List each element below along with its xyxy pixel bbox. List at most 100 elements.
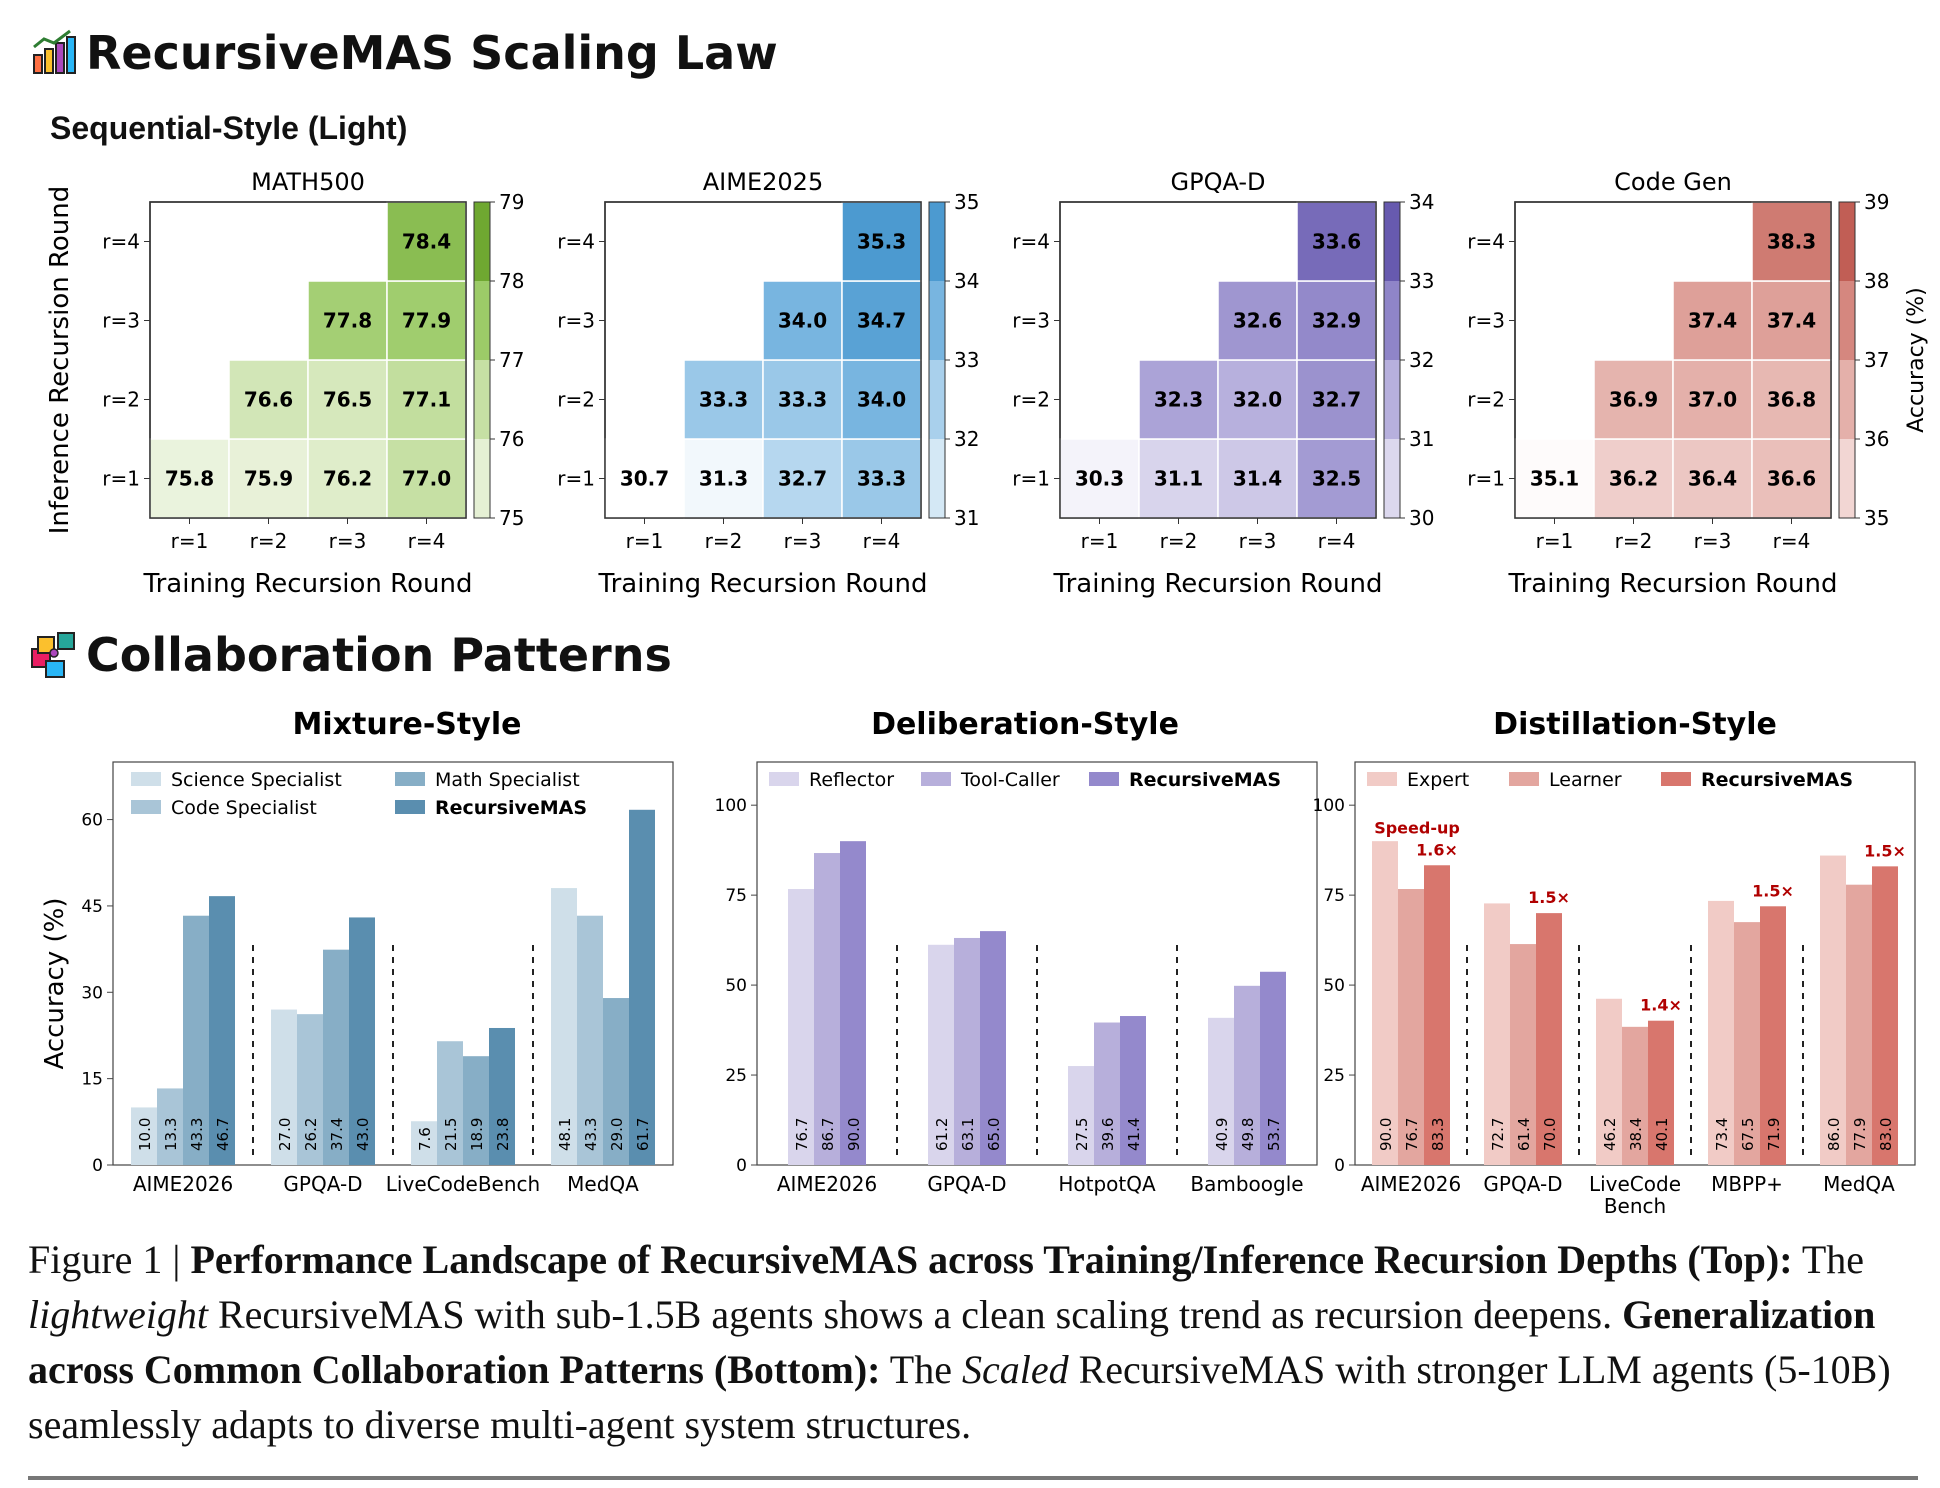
x-tick-label: r=1 (626, 529, 664, 553)
heatmap-border (149, 201, 467, 519)
puzzle-icon (30, 631, 78, 679)
bar (1734, 922, 1760, 1165)
bar-value-label: 23.8 (494, 1118, 512, 1151)
bar-chart-1: Deliberation-Style 0 25 50 75 100 76.7 86.7 90.0… (715, 707, 1318, 1196)
heatmap-cell-label: 33.3 (699, 388, 748, 412)
bar (1510, 944, 1536, 1165)
category-label: AIME2026 (133, 1172, 233, 1196)
bar-value-label: 10.0 (136, 1118, 154, 1151)
category-label: GPQA-D (927, 1172, 1006, 1196)
bar (928, 944, 954, 1165)
bar (1872, 866, 1898, 1165)
y-tick-label: r=4 (102, 230, 140, 254)
caption-italic-2: Scaled (961, 1347, 1069, 1392)
bar (629, 809, 655, 1165)
heatmap-cell-label: 77.1 (402, 388, 451, 412)
heatmap-cell (1138, 438, 1219, 519)
y-tick-label: 25 (1323, 1066, 1345, 1086)
heatmap-cell-label: 36.9 (1609, 388, 1658, 412)
y-tick-label: 100 (715, 796, 747, 816)
y-tick-label: 75 (1323, 886, 1345, 906)
bar (1846, 884, 1872, 1165)
colorbar-tick-label: 75 (499, 506, 524, 530)
y-tick-label: 15 (81, 1070, 103, 1090)
legend-label: Tool-Caller (960, 769, 1060, 791)
y-tick-label: r=4 (557, 230, 595, 254)
bar-value-label: 67.5 (1739, 1118, 1757, 1151)
bar-value-label: 63.1 (959, 1118, 977, 1151)
bar-value-label: 40.1 (1653, 1118, 1671, 1151)
heatmap-cell (1672, 438, 1753, 519)
x-tick-label: r=2 (1160, 529, 1198, 553)
x-tick-label: r=3 (1694, 529, 1732, 553)
heatmap-0: MATH500 75.8 75.9 76.2 77.0 76.6 76.5 77.1 77.8 7… (45, 168, 524, 599)
caption-italic-1: lightweight (28, 1292, 208, 1337)
x-tick-label: r=4 (408, 529, 446, 553)
heatmap-cell-label: 34.0 (857, 388, 906, 412)
bar-value-label: 77.9 (1851, 1118, 1869, 1151)
bar (157, 1088, 183, 1165)
colorbar-tick-label: 79 (499, 190, 524, 214)
y-tick-label: 100 (1313, 796, 1345, 816)
heatmap-cell-label: 32.3 (1154, 388, 1203, 412)
colorbar-segment (1384, 439, 1400, 518)
y-axis-label: Inference Recursion Round (45, 186, 75, 535)
heatmap-panel: MATH500 75.8 75.9 76.2 77.0 76.6 76.5 77.1 77.8 7… (45, 168, 1929, 599)
plot-frame (112, 761, 674, 1166)
legend-swatch (1089, 772, 1119, 786)
heatmap-cell (604, 438, 685, 519)
caption-bold-1: Performance Landscape of RecursiveMAS ac… (190, 1237, 1793, 1282)
sequential-style-label: Sequential-Style (Light) (50, 110, 408, 146)
bar-value-label: 46.2 (1601, 1118, 1619, 1151)
bar-value-label: 27.5 (1073, 1118, 1091, 1151)
heatmap-cell (386, 359, 467, 440)
heatmap-cell (386, 280, 467, 361)
bar-value-label: 76.7 (1403, 1118, 1421, 1151)
bar (411, 1121, 437, 1165)
category-label: LiveCode (1589, 1172, 1681, 1196)
colorbar-tick-label: 33 (954, 348, 979, 372)
colorbar-tick-label: 34 (954, 269, 979, 293)
heatmap-cell-label: 38.3 (1767, 230, 1816, 254)
colorbar-tick-label: 31 (1409, 427, 1434, 451)
bar (1484, 903, 1510, 1165)
y-tick-label: r=4 (1467, 230, 1505, 254)
colorbar-tick-label: 35 (1864, 506, 1889, 530)
colorbar-tick-label: 34 (1409, 190, 1434, 214)
heatmap-cell (1751, 201, 1832, 282)
legend-label: Reflector (809, 769, 894, 791)
bar-value-label: 21.5 (442, 1118, 460, 1151)
colorbar-segment (1839, 281, 1855, 360)
heatmap-cell (1138, 359, 1219, 440)
bar (463, 1056, 489, 1165)
y-tick-label: 0 (1334, 1156, 1345, 1176)
heatmap-cell-label: 75.9 (244, 467, 293, 491)
heatmap-border (604, 201, 922, 519)
heatmap-title: Code Gen (1614, 168, 1732, 196)
bar (323, 949, 349, 1165)
bar-value-label: 83.0 (1877, 1118, 1895, 1151)
heatmap-border (1514, 201, 1832, 519)
heatmap-cell (762, 280, 843, 361)
legend-label: RecursiveMAS (1701, 769, 1853, 791)
bar (1536, 913, 1562, 1165)
bar-value-label: 86.0 (1825, 1118, 1843, 1151)
heatmap-2: GPQA-D 30.3 31.1 31.4 32.5 32.3 32.0 32.7 32.6 32… (1012, 168, 1434, 599)
bar-value-label: 72.7 (1489, 1118, 1507, 1151)
colorbar-segment (474, 360, 490, 439)
bar (1234, 985, 1260, 1165)
x-tick-label: r=3 (784, 529, 822, 553)
colorbar-tick-label: 39 (1864, 190, 1889, 214)
colorbar-tick-label: 35 (954, 190, 979, 214)
legend-label: Science Specialist (171, 769, 342, 791)
plot-frame (756, 761, 1318, 1166)
bar (437, 1041, 463, 1165)
heatmap-cell-label: 35.3 (857, 230, 906, 254)
heatmap-cell-label: 78.4 (402, 230, 451, 254)
legend-label: Math Specialist (435, 769, 580, 791)
caption-label: Figure 1 | (28, 1237, 191, 1282)
colorbar-segment (1839, 439, 1855, 518)
heatmap-cell-label: 76.2 (323, 467, 372, 491)
scaling-law-title-text: RecursiveMAS Scaling Law (86, 26, 778, 80)
colorbar-segment (474, 281, 490, 360)
